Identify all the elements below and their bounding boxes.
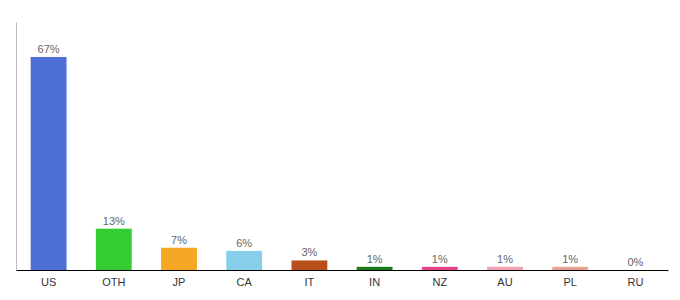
bar	[487, 267, 523, 270]
data-label: 1%	[497, 253, 513, 265]
x-axis-line	[17, 270, 669, 271]
y-axis-line	[16, 23, 17, 271]
x-tick: JP	[173, 276, 186, 288]
bar	[96, 229, 132, 270]
x-tick: CA	[237, 276, 253, 288]
x-tick: IT	[305, 276, 315, 288]
bar	[552, 267, 588, 270]
chart-svg: 67% 13% 7% 6% 3% 1% 1% 1% 1% 0% US OTH JP CA IT IN NZ AU P…	[0, 0, 680, 300]
chart-container: 67% 13% 7% 6% 3% 1% 1% 1% 1% 0% US OTH JP CA IT IN NZ AU P…	[0, 0, 680, 300]
data-labels: 67% 13% 7% 6% 3% 1% 1% 1% 1% 0%	[38, 43, 644, 268]
bar	[226, 251, 262, 270]
bars	[31, 57, 588, 270]
x-tick: US	[41, 276, 56, 288]
x-tick-label: AU	[497, 276, 512, 288]
data-label: 1%	[562, 253, 578, 265]
bar	[617, 270, 653, 271]
x-tick: AU	[497, 276, 512, 288]
data-label: 0%	[627, 256, 643, 268]
x-tick-label: PL	[563, 276, 576, 288]
bar	[161, 248, 197, 270]
bar	[357, 267, 393, 270]
data-label: 6%	[236, 237, 252, 249]
data-label: 13%	[103, 215, 125, 227]
plot-area: 67% 13% 7% 6% 3% 1% 1% 1% 1% 0% US OTH JP CA IT IN NZ AU P…	[17, 23, 669, 288]
x-tick-label: CA	[237, 276, 253, 288]
x-axis: US OTH JP CA IT IN NZ AU PL RU	[17, 271, 669, 288]
bar	[31, 57, 67, 270]
x-tick-label: OTH	[102, 276, 125, 288]
x-tick: RU	[627, 276, 643, 288]
x-tick: OTH	[102, 276, 125, 288]
x-tick-label: NZ	[432, 276, 447, 288]
data-label: 3%	[301, 246, 317, 258]
x-tick-label: US	[41, 276, 56, 288]
x-tick: IN	[369, 276, 380, 288]
x-tick-label: JP	[173, 276, 186, 288]
x-tick-label: IT	[305, 276, 315, 288]
y-axis	[16, 23, 17, 271]
data-label: 67%	[38, 43, 60, 55]
bar	[422, 267, 458, 270]
x-tick-label: RU	[627, 276, 643, 288]
x-tick: NZ	[432, 276, 447, 288]
data-label: 7%	[171, 234, 187, 246]
data-label: 1%	[367, 253, 383, 265]
x-tick-label: IN	[369, 276, 380, 288]
bar	[291, 260, 327, 270]
x-tick: PL	[563, 276, 576, 288]
data-label: 1%	[432, 253, 448, 265]
